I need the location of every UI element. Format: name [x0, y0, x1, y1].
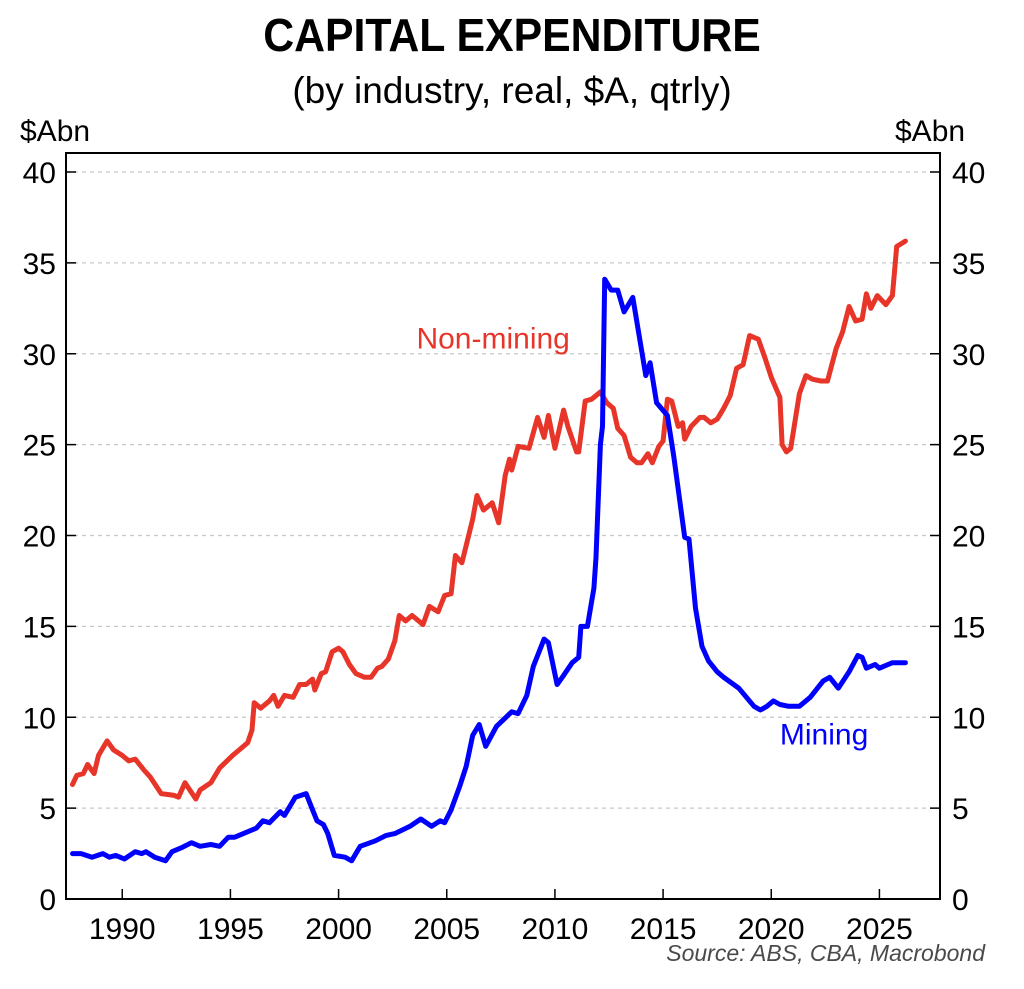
y-tick-label-right: 35: [952, 248, 985, 281]
x-tick-label: 1995: [197, 913, 264, 946]
y-tick-label-right: 15: [952, 611, 985, 644]
y-tick-label-left: 20: [23, 521, 56, 554]
y-tick-label-right: 5: [952, 793, 969, 826]
series-label-mining: Mining: [780, 719, 868, 752]
y-tick-label-left: 35: [23, 248, 56, 281]
series-label-non-mining: Non-mining: [416, 322, 569, 355]
plot-frame: [65, 152, 941, 900]
x-tick-label: 2020: [738, 913, 805, 946]
y-tick-label-left: 5: [39, 793, 56, 826]
y-axis-unit-right: $Abn: [895, 115, 966, 148]
y-tick-label-left: 30: [23, 339, 56, 372]
y-tick-label-right: 20: [952, 521, 985, 554]
y-tick-label-right: 0: [952, 884, 969, 917]
gridlines: [66, 171, 940, 809]
x-tick-label: 2010: [522, 913, 589, 946]
y-tick-label-left: 0: [39, 884, 56, 917]
x-tick-label: 1990: [89, 913, 156, 946]
x-tick-label: 2015: [630, 913, 697, 946]
x-tick-label: 2025: [846, 913, 913, 946]
series-line-non-mining: [70, 238, 908, 802]
y-tick-label-right: 10: [952, 702, 985, 735]
series-lines: [70, 238, 908, 864]
y-tick-label-left: 10: [23, 702, 56, 735]
y-tick-label-right: 25: [952, 430, 985, 463]
source-note: Source: ABS, CBA, Macrobond: [666, 940, 985, 966]
y-tick-label-right: 30: [952, 339, 985, 372]
y-tick-label-left: 15: [23, 611, 56, 644]
x-tick-label: 2000: [305, 913, 372, 946]
series-line-mining: [70, 276, 908, 864]
chart-title: CAPITAL EXPENDITURE: [263, 9, 761, 61]
x-tick-label: 2005: [413, 913, 480, 946]
y-tick-label-left: 25: [23, 430, 56, 463]
y-tick-label-right: 40: [952, 157, 985, 190]
y-tick-label-left: 40: [23, 157, 56, 190]
chart-subtitle: (by industry, real, $A, qtrly): [292, 70, 732, 111]
y-axis-unit-left: $Abn: [20, 115, 91, 148]
series-labels: Non-mining Mining: [416, 322, 868, 751]
